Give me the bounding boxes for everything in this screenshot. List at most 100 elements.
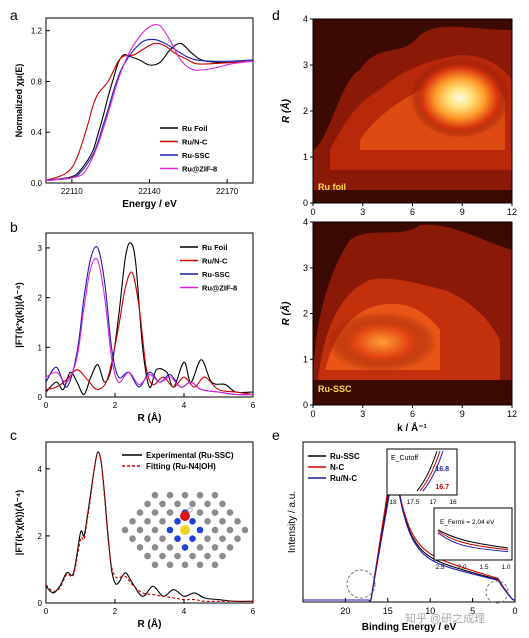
x-tick-label: 2 [113, 401, 118, 410]
atom [166, 509, 174, 516]
legend-entry: Ru/N-C [202, 257, 228, 266]
chart-panel-a: 22110 22140 22170 0.0 0.4 0.8 1.2 Energy / eV No… [14, 17, 254, 210]
x-tick-label: 0 [310, 207, 315, 217]
atom [136, 526, 144, 534]
atom [136, 544, 144, 551]
atom [226, 526, 234, 534]
y-tick-label: 0 [303, 400, 308, 410]
y-axis-label: R (Å) [279, 301, 292, 326]
y-axis-label: |FT(k³χ(k))(Å⁻⁴) [14, 490, 24, 555]
x-tick-label: 9 [460, 409, 465, 419]
inset-tick-label: 18 [389, 499, 397, 506]
x-tick-label: 22140 [138, 187, 161, 196]
atom [189, 500, 196, 508]
atom [174, 518, 181, 525]
atom [159, 535, 166, 542]
x-tick-label: 10 [425, 606, 435, 616]
panel-label-c: c [10, 427, 17, 443]
atom [129, 518, 136, 525]
legend-entry: Ru-SSC [202, 270, 231, 279]
inset-series-line [416, 450, 438, 492]
x-axis-label: R (Å) [138, 411, 162, 424]
y-tick-label: 3 [303, 263, 308, 273]
atom [189, 535, 196, 542]
plot-frame [45, 441, 254, 604]
inset-value: 16.8 [435, 466, 449, 473]
y-tick-label: 1.2 [31, 27, 43, 36]
series-line [45, 23, 254, 182]
ru-n4-oh-structure-image [121, 491, 249, 569]
atom [204, 552, 211, 560]
legend-entry: N-C [330, 463, 344, 472]
panel-label-e: e [272, 427, 280, 443]
chart-panel-e: 20 15 10 5 0 Binding Energy / eV Intensity / a… [287, 441, 518, 633]
y-tick-label: 0.4 [31, 128, 43, 137]
panel-label-b: b [10, 219, 18, 235]
panel-label-d: d [272, 7, 280, 23]
x-tick-label: 22170 [216, 187, 239, 196]
atom [211, 526, 219, 534]
atom [144, 535, 151, 542]
atom [181, 544, 189, 551]
y-tick-label: 0.8 [31, 77, 43, 86]
atom [196, 561, 204, 569]
inset-series-line [437, 531, 509, 551]
atom [204, 518, 211, 525]
x-tick-label: 0 [310, 409, 315, 419]
atom [166, 544, 174, 551]
atom [219, 518, 226, 525]
atom [241, 526, 249, 534]
y-tick-label: 1 [38, 343, 43, 352]
atom [166, 561, 174, 569]
x-tick-label: 6 [410, 207, 415, 217]
atom [144, 500, 151, 508]
chart-panel-b: 0 2 4 6 0 1 2 3 R (Å) |FT(k³χ(k))(Å⁻⁴) Ru Foil Ru/N… [14, 232, 256, 424]
atom [151, 561, 159, 569]
series-line [45, 257, 254, 396]
atom [136, 509, 144, 516]
inset-tick-label: 17.5 [407, 499, 420, 506]
x-tick-label: 6 [410, 409, 415, 419]
atom [144, 518, 151, 525]
atom [196, 509, 204, 516]
chart-panel-c: 0 2 4 6 0 2 4 R (Å) |FT(k³χ(k))(Å⁻⁴) Experimental… [14, 441, 256, 630]
x-axis-label: Energy / eV [122, 199, 177, 210]
atom [204, 500, 211, 508]
atom [189, 518, 196, 525]
series-line [45, 38, 254, 182]
atom [181, 561, 189, 569]
atom [144, 552, 151, 560]
legend-entry: Ru Foil [202, 243, 227, 252]
inset-label: E_Cutoff [391, 455, 418, 462]
inset-series-line [419, 450, 441, 492]
atom [204, 535, 211, 542]
x-tick-label: 0 [512, 606, 517, 616]
y-axis-label: Intensity / a.u. [287, 491, 298, 553]
inset-series-line [437, 529, 509, 549]
legend-entry: Ru Foil [182, 124, 207, 133]
heatmap-label-ru-ssc: Ru-SSC [318, 384, 352, 394]
legend-entry: Ru/N-C [182, 138, 208, 147]
y-tick-label: 2 [38, 294, 43, 303]
y-tick-label: 0 [303, 198, 308, 208]
atom [219, 552, 226, 560]
inset-label: E_Fermi = 2.04 eV [440, 519, 495, 526]
heatmap-ru-foil: Ru foil [313, 19, 512, 203]
inset-tick-label: 2.5 [435, 564, 444, 571]
series-line [302, 466, 516, 602]
x-tick-label: 0 [44, 401, 49, 410]
atom [174, 535, 181, 542]
x-tick-label: 15 [383, 606, 393, 616]
x-tick-label: 12 [507, 207, 517, 217]
heatmap-label-ru-foil: Ru foil [318, 182, 346, 192]
atom [151, 526, 159, 534]
atom [166, 526, 174, 534]
x-axis-label: k / Å⁻¹ [397, 421, 427, 434]
x-tick-label: 2 [113, 607, 118, 616]
atom [166, 491, 174, 499]
atom [196, 544, 204, 551]
x-tick-label: 4 [182, 607, 187, 616]
x-tick-label: 22110 [61, 187, 83, 196]
atom [219, 535, 226, 542]
